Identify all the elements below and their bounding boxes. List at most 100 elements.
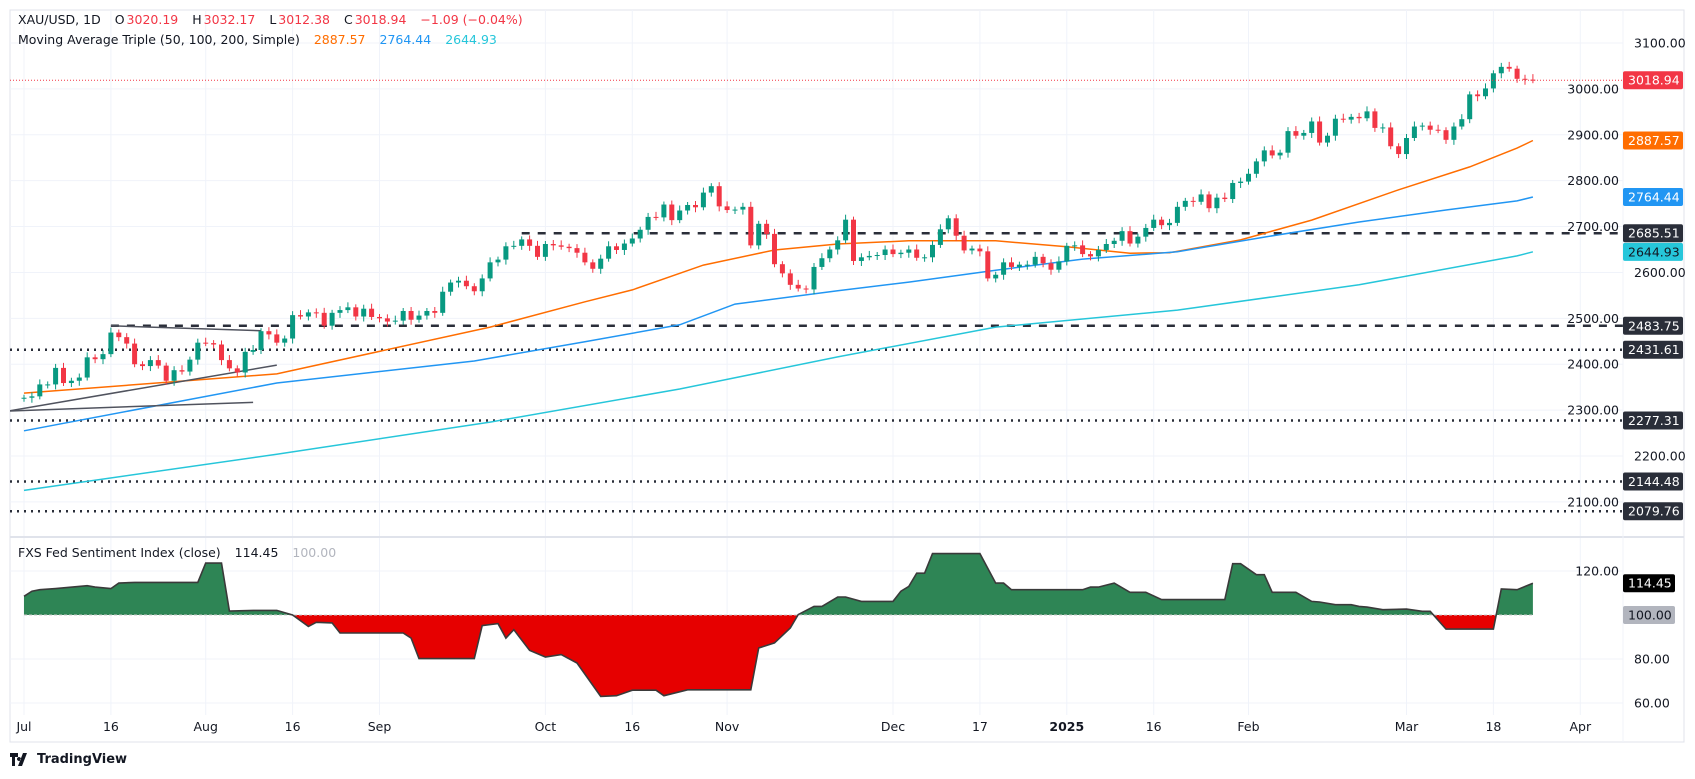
candle	[290, 311, 296, 344]
candle-body	[1032, 256, 1038, 265]
candle-body	[1372, 111, 1378, 128]
candle-body	[45, 384, 51, 386]
level-badge-label: 2144.48	[1628, 474, 1680, 489]
ma-title[interactable]: Moving Average Triple (50, 100, 200, Sim…	[18, 32, 300, 47]
candle-body	[1459, 119, 1465, 127]
candle-body	[1088, 254, 1093, 257]
candle-body	[858, 257, 864, 261]
time-tick-label: Nov	[715, 719, 740, 734]
candle-body	[92, 357, 98, 360]
trend-line	[10, 364, 277, 412]
price-tick-label: 2900.00	[1567, 127, 1619, 142]
candle	[1127, 226, 1133, 247]
candle	[1151, 214, 1157, 231]
price-badge: 2644.93	[1623, 242, 1683, 261]
level-badge-bg	[1623, 224, 1683, 243]
high-value: 3032.17	[203, 12, 256, 27]
candle-body	[463, 280, 469, 287]
candle	[835, 236, 841, 255]
candle-body	[321, 312, 327, 326]
candle-body	[124, 337, 130, 344]
candle	[700, 187, 706, 211]
low-label: L	[269, 12, 277, 27]
indicator-badge: 114.45	[1623, 574, 1675, 593]
candle	[598, 254, 604, 274]
candle	[84, 352, 90, 381]
price-tick-label: 2200.00	[1634, 449, 1686, 464]
candle	[748, 201, 754, 249]
time-tick-label: 16	[624, 719, 640, 734]
candle-body	[369, 308, 375, 317]
candle-body	[440, 291, 446, 313]
candle-body	[1230, 182, 1236, 200]
candle	[108, 327, 114, 358]
candle	[124, 333, 130, 349]
candle-body	[519, 239, 525, 246]
candle	[1119, 227, 1125, 246]
candle-body	[226, 360, 232, 369]
candle	[922, 254, 928, 262]
candle	[1396, 143, 1402, 159]
candle-body	[1419, 125, 1425, 127]
indicator-tick-label: 80.00	[1634, 652, 1670, 667]
candle-body	[953, 218, 959, 236]
candle-body	[977, 248, 983, 252]
candle	[550, 239, 556, 251]
candle	[1285, 127, 1291, 158]
candle	[803, 285, 809, 294]
candle-body	[1411, 126, 1417, 138]
candle-body	[274, 334, 280, 343]
candle-body	[1103, 243, 1109, 250]
candle-body	[1151, 219, 1157, 228]
indicator-baseline: 100.00	[292, 545, 337, 560]
candle-body	[53, 367, 59, 385]
candle	[961, 230, 967, 254]
candle	[392, 315, 398, 325]
candle-body	[1167, 222, 1172, 226]
time-tick-label: Mar	[1395, 719, 1419, 734]
level-badge: 2431.61	[1623, 340, 1683, 359]
candle-body	[1206, 194, 1212, 209]
price-tick-label: 2700.00	[1567, 219, 1619, 234]
candle	[1340, 113, 1346, 123]
candle	[1451, 122, 1457, 145]
candle-body	[1214, 197, 1220, 209]
sentiment-area-below	[24, 615, 1533, 697]
candle	[1080, 240, 1086, 258]
candle	[1404, 133, 1409, 160]
candle	[495, 256, 501, 267]
candle	[132, 338, 138, 368]
indicator-badge: 100.00	[1623, 606, 1675, 624]
indicator-value: 114.45	[234, 545, 279, 560]
candle-body	[116, 332, 122, 338]
candle-body	[1080, 245, 1086, 255]
indicator-title[interactable]: FXS Fed Sentiment Index (close)	[18, 545, 221, 560]
price-axis[interactable]: 3100.00 3000.00 2900.00 2800.00 2700.00 2600.…	[1567, 36, 1685, 711]
candle-body	[527, 239, 533, 246]
indicator-badge-label: 114.45	[1628, 576, 1672, 591]
candle-body	[456, 280, 461, 283]
price-badge-label: 2644.93	[1628, 244, 1680, 259]
candle	[92, 354, 98, 364]
candle-body	[945, 218, 951, 230]
price-tick-label: 2300.00	[1567, 403, 1619, 418]
candle	[1072, 241, 1078, 251]
open-value: 3020.19	[126, 12, 179, 27]
tradingview-logo[interactable]: TradingView	[10, 752, 127, 767]
time-axis[interactable]: Jul 16 Aug 16 Sep Oct 16 Nov Dec 17 2025 16 Feb Mar 18…	[15, 719, 1592, 734]
candle-body	[416, 315, 422, 320]
price-badge-bg	[1623, 187, 1683, 206]
candle	[637, 226, 643, 243]
moving-average-line	[23, 139, 1534, 394]
candle	[724, 201, 730, 214]
symbol-title[interactable]: XAU/USD, 1D	[18, 12, 101, 27]
candle	[282, 335, 288, 347]
candle	[756, 220, 762, 250]
horizontal-levels	[10, 231, 1623, 513]
candle-body	[313, 312, 319, 314]
candle-body	[914, 249, 920, 258]
candle-body	[503, 246, 509, 260]
candle	[424, 307, 430, 320]
level-badge-bg	[1623, 472, 1683, 491]
